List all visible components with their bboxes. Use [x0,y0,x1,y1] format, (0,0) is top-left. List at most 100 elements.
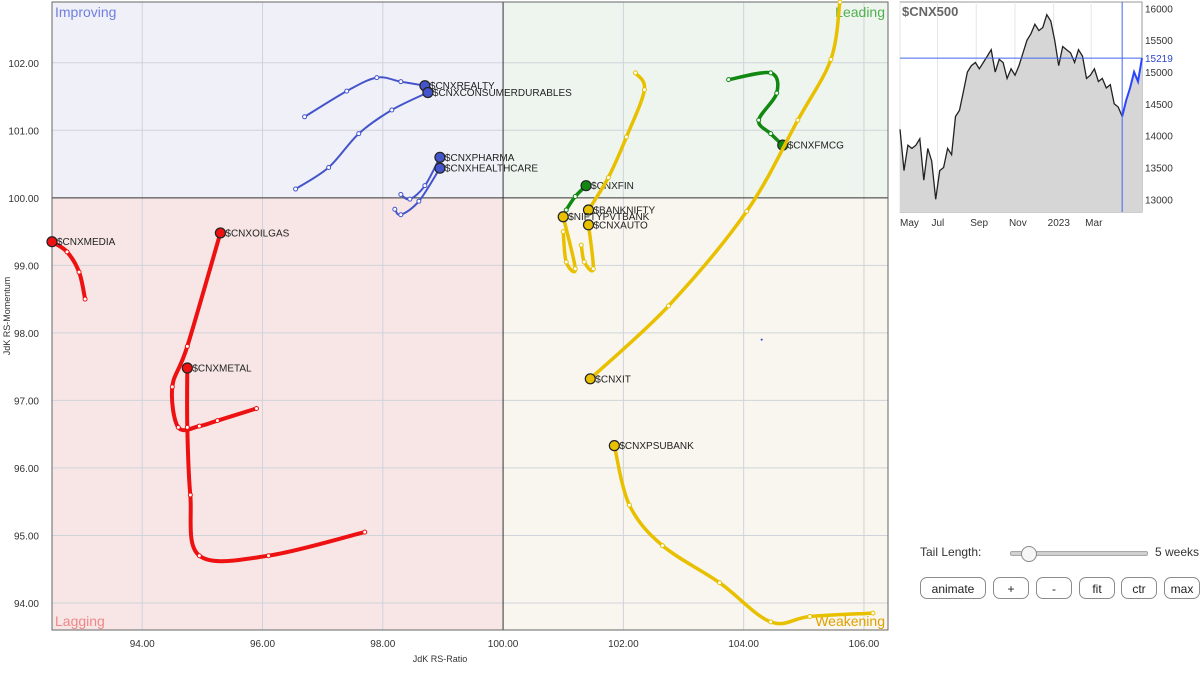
head-banknifty [582,204,595,216]
tail-length-slider-handle[interactable] [1020,546,1037,562]
head-cnxconsumerdurables [422,86,434,99]
tail-point [187,492,193,498]
series-cnxpsubank: $CNXPSUBANK [608,440,876,626]
mini-y-tick-label: 14500 [1145,100,1173,111]
y-tick-label: 94.00 [14,599,39,610]
tail-point [581,259,587,265]
label-cnxoilgas: $CNXOILGAS [225,228,289,239]
label-banknifty: $BANKNIFTY [593,205,655,216]
tail-point [389,107,395,113]
x-tick-label: 104.00 [728,639,759,650]
x-tick-label: 106.00 [849,639,880,650]
weakening-quadrant [503,197,888,631]
tail-point [64,249,70,255]
tail-niftypvtbank [561,214,578,274]
y-tick-label: 96.00 [14,464,39,475]
tail-point [302,114,308,120]
tail-point [837,0,843,5]
tail-point [605,175,611,181]
tail-point [184,343,190,349]
tail-point [422,183,428,189]
tail-point [665,303,671,309]
tail-point [756,117,762,123]
tail-point [578,242,584,248]
mini-y-tick-label: 14000 [1145,132,1173,143]
stray-marker [760,338,763,341]
x-tick-label: 100.00 [488,639,519,650]
label-niftypvtbank: $NIFTYPVTBANK [568,212,649,223]
tail-point [266,553,272,559]
label-cnxpharma: $CNXPHARMA [445,153,515,164]
plot-frame [51,1,889,631]
label-cnxmetal: $CNXMETAL [192,363,252,374]
tail-length-control: Tail Length: 5 weeks [916,540,1200,564]
tail-point [795,117,801,123]
tail-point [807,613,813,619]
y-tick-label: 97.00 [14,396,39,407]
tail-point [356,131,362,137]
series-niftypvtbank: $NIFTYPVTBANK [557,211,650,274]
tail-point [768,131,774,137]
leading-quadrant [503,2,888,198]
tail-point [175,424,181,430]
tail-point [416,198,422,204]
tail-point [659,543,665,549]
tail-cnxpharma [399,156,441,201]
tail-point [214,418,220,424]
y-tick-label: 100.00 [8,194,39,205]
head-cnxauto [582,219,595,231]
tail-point [563,259,569,265]
mini-area [900,14,1142,213]
series-cnxfin: $CNXFIN [563,180,634,213]
series-cnxmedia: $CNXMEDIA [46,236,116,302]
x-tick-label: 102.00 [608,639,639,650]
tail-point [184,424,190,430]
improving-quadrant [52,2,504,198]
quadrant-label-lagging: Lagging [55,613,105,629]
fit-button[interactable]: fit [1079,577,1115,599]
label-cnxit: $CNXIT [595,374,631,385]
quadrant-label-leading: Leading [835,4,885,20]
mini-y-tick-label: 16000 [1145,4,1173,15]
y-tick-label: 98.00 [14,329,39,340]
series-cnxoilgas: $CNXOILGAS [169,227,290,433]
mini-chart-title: $CNX500 [902,4,958,19]
tail-point [626,502,632,508]
mini-y-tick-label: 13000 [1145,195,1173,206]
x-axis-title: JdK RS-Ratio [413,654,468,664]
tail-point [293,186,299,192]
tail-point [196,423,202,429]
tail-point [774,90,780,96]
series-cnxit: $CNXIT [584,0,843,385]
x-tick-label: 94.00 [130,639,155,650]
animate-button[interactable]: animate [920,577,986,599]
center-button[interactable]: ctr [1121,577,1157,599]
x-tick-label: 96.00 [250,639,275,650]
quadrant-label-weakening: Weakening [815,613,885,629]
head-cnxit [584,373,596,385]
mini-y-tick-label: 15000 [1145,68,1173,79]
max-button[interactable]: max [1164,577,1200,599]
label-cnxmedia: $CNXMEDIA [57,237,116,248]
mini-y-tick-label: 15500 [1145,36,1173,47]
zoom-in-button[interactable]: + [993,577,1029,599]
head-cnxhealthcare [434,162,446,174]
tail-point [76,269,82,275]
lagging-quadrant [52,197,504,631]
tail-point [572,266,578,272]
head-cnxfin [580,180,592,192]
series-cnxhealthcare: $CNXHEALTHCARE [392,162,538,218]
tail-point [623,134,629,140]
tail-point [572,193,578,199]
rrg-chart: Improving Leading Weakening Lagging 94.00 96.… [2,0,889,664]
tail-point [744,208,750,214]
label-cnxconsumerdurables: $CNXCONSUMERDURABLES [433,88,572,99]
label-cnxrealty: $CNXREALTY [430,81,495,92]
tail-length-slider[interactable] [1010,546,1148,562]
series-cnxconsumerdurables: $CNXCONSUMERDURABLES [293,86,572,192]
tail-point [632,70,638,76]
zoom-out-button[interactable]: - [1036,577,1072,599]
tail-point [768,70,774,76]
tail-length-label: Tail Length: [920,545,982,559]
tail-point [828,56,834,62]
